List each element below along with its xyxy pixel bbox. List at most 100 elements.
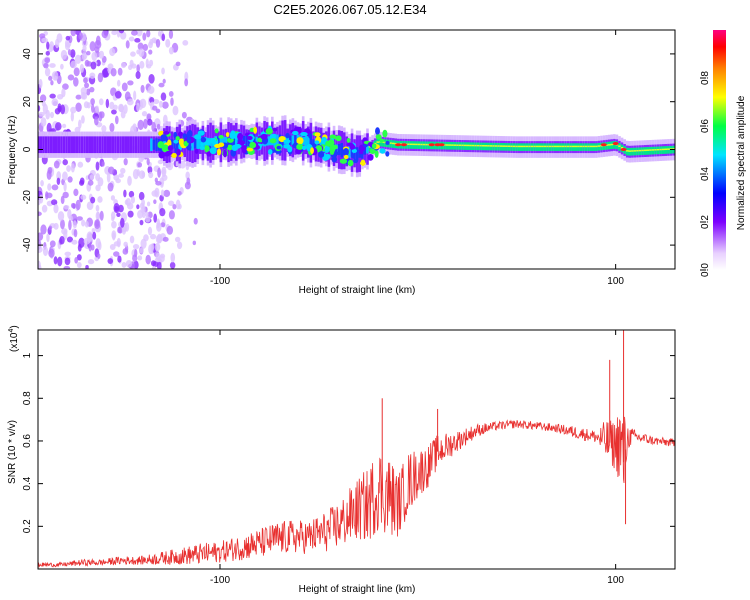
snr-multiplier-exponent: 4 bbox=[8, 329, 15, 333]
spectrogram-noise-mark bbox=[63, 182, 67, 192]
spectrogram-band-peak bbox=[638, 149, 642, 152]
spectrogram-noise-mark bbox=[53, 204, 59, 214]
spectrogram-cluster-mark bbox=[186, 131, 191, 140]
spectrogram-noise-mark bbox=[101, 161, 105, 167]
spectrogram-noise-mark bbox=[101, 125, 107, 133]
spectrogram-noise-mark bbox=[75, 94, 82, 100]
spectrogram-noise-mark bbox=[91, 51, 98, 61]
spectrogram-noise-mark bbox=[165, 38, 171, 48]
spectrogram-band-peak bbox=[479, 144, 482, 147]
colorbar-tick-label: 0.2 bbox=[700, 215, 711, 229]
spectrogram-band-peak bbox=[376, 141, 380, 143]
spectrogram-cluster-mark bbox=[194, 148, 199, 154]
spectrogram-noise-mark bbox=[73, 228, 78, 238]
spectrogram-band-peak bbox=[574, 145, 578, 148]
spectrogram-noise-mark bbox=[130, 63, 137, 69]
spectrogram-noise-mark bbox=[46, 122, 52, 134]
spectrogram-cluster-mark bbox=[379, 148, 386, 154]
spectrogram-cluster-mark bbox=[315, 145, 323, 153]
spectrogram-y-ticks: -40 -20 0 20 40 bbox=[22, 48, 675, 252]
spectrogram-noise-mark bbox=[177, 190, 182, 196]
spectrogram-noise-mark bbox=[148, 49, 153, 55]
spectrogram-cluster-mark bbox=[359, 161, 366, 166]
snr-x-ticks: -100 100 bbox=[210, 330, 624, 586]
spectrogram-cluster-mark bbox=[379, 138, 385, 143]
spectrogram-band-body bbox=[91, 136, 94, 154]
spectrogram-noise-mark bbox=[76, 254, 82, 261]
spectrogram-band-peak bbox=[610, 143, 614, 146]
spectrogram-panel: -40 -20 0 20 40 -100 100 Height of straight l… bbox=[7, 29, 676, 296]
spectrogram-noise-mark bbox=[95, 161, 100, 171]
spectrogram-noise-mark bbox=[95, 105, 100, 113]
spectrogram-cluster-mark bbox=[177, 131, 183, 137]
spectrogram-hotspot bbox=[620, 148, 627, 151]
spectrogram-band-core bbox=[276, 134, 279, 147]
spectrogram-band-peak bbox=[484, 145, 488, 147]
spectrogram-noise-mark bbox=[97, 253, 101, 259]
spectrogram-noise-mark bbox=[74, 54, 82, 65]
spectrogram-band-peak bbox=[499, 145, 503, 147]
spectrogram-cluster-mark bbox=[218, 135, 224, 139]
spectrogram-cluster-mark bbox=[225, 132, 230, 138]
spectrogram-noise-mark bbox=[160, 222, 166, 228]
spectrogram-band-body bbox=[137, 136, 140, 154]
spectrogram-noise-mark bbox=[60, 49, 68, 60]
spectrogram-hotspot bbox=[400, 143, 407, 147]
spectrogram-noise-mark bbox=[138, 170, 146, 179]
spectrogram-noise-mark bbox=[54, 38, 60, 49]
spectrogram-noise-mark bbox=[117, 226, 122, 234]
snr-multiplier-base: (x10 bbox=[9, 332, 20, 352]
spectrogram-band-body bbox=[85, 136, 89, 154]
snr-y-label: SNR (10 * v/v) bbox=[7, 420, 18, 484]
snr-y-tick-label: 0.8 bbox=[22, 391, 33, 405]
spectrogram-cluster-mark bbox=[173, 139, 179, 144]
spectrogram-band-peak bbox=[368, 146, 372, 148]
spectrogram-noise-mark bbox=[138, 191, 145, 201]
spectrogram-noise-mark bbox=[51, 71, 59, 81]
spectrogram-cluster-mark bbox=[346, 142, 354, 147]
spectrogram-noise-mark bbox=[92, 231, 97, 240]
spectrogram-band-body bbox=[145, 136, 148, 154]
spectrogram-noise-mark bbox=[64, 42, 71, 51]
spectrogram-noise-mark bbox=[168, 210, 175, 220]
spectrogram-cluster-mark bbox=[314, 140, 320, 145]
spectrogram-band-peak bbox=[659, 148, 662, 151]
spectrogram-cluster-mark bbox=[332, 151, 340, 156]
spectrogram-noise-mark bbox=[84, 221, 89, 228]
spectrogram-band-peak bbox=[589, 145, 593, 148]
spectrogram-band-peak bbox=[525, 145, 529, 148]
spectrogram-noise-mark bbox=[70, 106, 77, 114]
spectrogram-noise-mark bbox=[139, 60, 145, 69]
spectrogram-band-body bbox=[49, 136, 53, 154]
spectrogram-noise-mark bbox=[124, 199, 129, 205]
spectrogram-band-peak bbox=[407, 143, 410, 145]
snr-x-tick-label: -100 bbox=[210, 575, 230, 586]
spectrogram-band-peak bbox=[625, 150, 629, 152]
spectrogram-band-peak bbox=[646, 149, 650, 151]
spectrogram-noise-mark bbox=[96, 59, 101, 67]
spectrogram-noise-mark bbox=[50, 80, 54, 86]
spectrogram-noise-mark bbox=[110, 87, 117, 97]
spectrogram-noise-mark bbox=[131, 30, 138, 36]
spectrogram-cluster-mark bbox=[375, 127, 380, 136]
spectrogram-noise-mark bbox=[120, 62, 127, 69]
spectrogram-band-body bbox=[52, 136, 56, 154]
spectrogram-noise-mark bbox=[85, 265, 89, 269]
spectrogram-band-peak bbox=[520, 145, 524, 148]
spectrogram-noise-mark bbox=[137, 255, 143, 261]
spectrogram-cluster-mark bbox=[300, 132, 308, 137]
spectrogram-cluster-mark bbox=[241, 144, 247, 151]
spectrogram-cluster-mark bbox=[352, 159, 359, 164]
spectrogram-band-body bbox=[106, 136, 110, 154]
spectrogram-cluster-mark bbox=[367, 153, 374, 161]
spectrogram-noise-mark bbox=[109, 47, 116, 57]
spectrogram-band-peak bbox=[535, 145, 539, 148]
spectrogram-noise-mark bbox=[49, 111, 54, 119]
spectrogram-band-body bbox=[121, 136, 125, 154]
spectrogram-noise-mark bbox=[83, 237, 91, 245]
spectrogram-band-peak bbox=[548, 145, 552, 148]
spectrogram-noise-mark bbox=[181, 111, 187, 119]
spectrogram-cluster-mark bbox=[237, 132, 244, 141]
spectrogram-band-peak bbox=[553, 145, 557, 148]
spectrogram-noise-mark bbox=[127, 80, 134, 86]
